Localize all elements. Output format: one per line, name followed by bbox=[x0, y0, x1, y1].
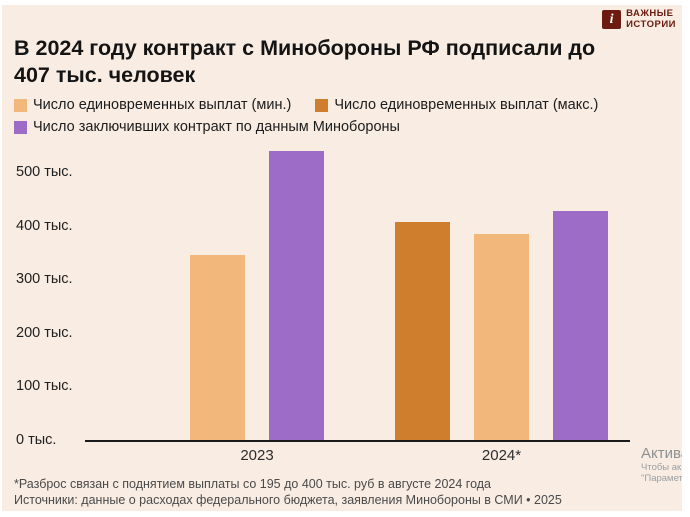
bar-group-2023 bbox=[190, 151, 324, 440]
brand-logo: i ВАЖНЫЕ ИСТОРИИ bbox=[602, 8, 676, 30]
brand-name-line2: ИСТОРИИ bbox=[626, 18, 676, 30]
brand-icon-letter: i bbox=[609, 11, 614, 27]
brand-icon: i bbox=[602, 10, 622, 29]
chart-title: В 2024 году контракт с Минобороны РФ под… bbox=[14, 36, 596, 87]
activation-watermark-line1: Актива bbox=[641, 445, 682, 462]
plot-area bbox=[85, 140, 630, 442]
y-tick-label: 300 тыс. bbox=[16, 271, 73, 288]
legend-label-min: Число единовременных выплат (мин.) bbox=[33, 97, 292, 113]
y-tick-label: 200 тыс. bbox=[16, 324, 73, 341]
x-axis-label: 2024* bbox=[481, 447, 522, 464]
legend-label-mod: Число заключивших контракт по данным Мин… bbox=[33, 119, 400, 135]
y-tick-label: 400 тыс. bbox=[16, 217, 73, 234]
y-tick-label: 500 тыс. bbox=[16, 164, 73, 181]
x-axis-label: 2023 bbox=[240, 447, 274, 464]
legend-row-2: Число заключивших контракт по данным Мин… bbox=[14, 118, 630, 136]
y-tick-label: 0 тыс. bbox=[16, 432, 57, 448]
bar bbox=[553, 211, 608, 440]
legend-label-max: Число единовременных выплат (макс.) bbox=[334, 97, 599, 113]
brand-name-line1: ВАЖНЫЕ bbox=[626, 8, 674, 19]
activation-watermark-line2: Чтобы ак bbox=[641, 462, 682, 473]
activation-watermark-line3: "Парамет bbox=[641, 473, 682, 484]
bar-group-2024* bbox=[395, 211, 608, 440]
bar-chart: 0 тыс. 100 тыс. 200 тыс. 300 тыс. 400 тыс. 50… bbox=[14, 140, 630, 448]
footnote-sources: Источники: данные о расходах федеральног… bbox=[14, 493, 562, 507]
legend-row-1: Число единовременных выплат (мин.) Число… bbox=[14, 96, 630, 114]
y-tick-label: 100 тыс. bbox=[16, 378, 73, 395]
y-axis: 0 тыс. 100 тыс. 200 тыс. 300 тыс. 400 тыс. 50… bbox=[14, 140, 85, 448]
brand-name: ВАЖНЫЕ ИСТОРИИ bbox=[626, 8, 676, 30]
footnote-asterisk: *Разброс связан с поднятием выплаты со 1… bbox=[14, 477, 492, 491]
legend-item-payments-min: Число единовременных выплат (мин.) bbox=[14, 97, 291, 113]
footnotes: *Разброс связан с поднятием выплаты со 1… bbox=[14, 476, 630, 508]
bar bbox=[269, 151, 324, 440]
legend-item-payments-max: Число единовременных выплат (макс.) bbox=[315, 97, 598, 113]
legend-swatch-min bbox=[14, 98, 27, 112]
activation-watermark: Актива Чтобы ак "Парамет bbox=[641, 445, 682, 484]
legend: Число единовременных выплат (мин.) Число… bbox=[14, 96, 630, 136]
legend-item-mod-contracts: Число заключивших контракт по данным Мин… bbox=[14, 119, 400, 135]
bar bbox=[395, 222, 450, 440]
legend-swatch-max bbox=[315, 98, 329, 112]
x-axis-labels: 2023 2024* bbox=[85, 442, 630, 468]
legend-swatch-mod bbox=[14, 120, 27, 134]
bar bbox=[474, 234, 529, 440]
page-background: i ВАЖНЫЕ ИСТОРИИ В 2024 году контракт с … bbox=[2, 5, 682, 511]
bar bbox=[190, 255, 245, 440]
